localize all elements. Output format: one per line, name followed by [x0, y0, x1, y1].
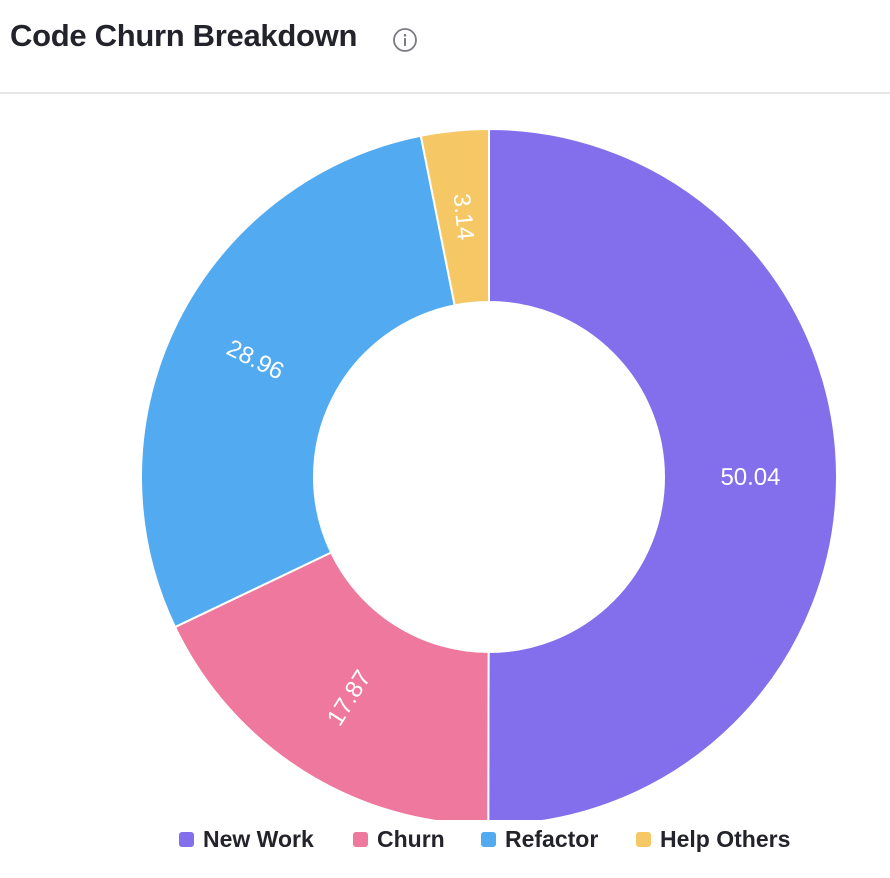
legend-swatch [636, 831, 651, 847]
legend-swatch [353, 831, 368, 847]
legend-swatch [179, 831, 194, 847]
legend-swatch [481, 831, 496, 847]
legend-item-refactor[interactable]: Refactor [481, 822, 598, 856]
slice-help-others[interactable] [419, 127, 490, 307]
chart-legend: New Work Churn Refactor Help Others [0, 822, 890, 856]
slice-churn[interactable] [173, 551, 490, 820]
legend-label: Help Others [660, 825, 791, 852]
legend-item-churn[interactable]: Churn [353, 822, 445, 856]
slice-refactor[interactable] [140, 134, 456, 629]
legend-label: Churn [377, 825, 445, 852]
legend-label: New Work [203, 825, 314, 852]
data-label-new-work: 50.04 [720, 464, 780, 491]
legend-item-help-others[interactable]: Help Others [636, 822, 790, 856]
chart-title: Code Churn Breakdown [10, 18, 358, 53]
legend-label: Refactor [505, 825, 599, 852]
panel-header: Code Churn Breakdown [0, 0, 890, 94]
data-label-help-others: 3.14 [448, 192, 479, 241]
info-icon[interactable] [392, 27, 418, 53]
legend-item-new-work[interactable]: New Work [179, 822, 314, 856]
slice-new-work[interactable] [487, 127, 838, 820]
